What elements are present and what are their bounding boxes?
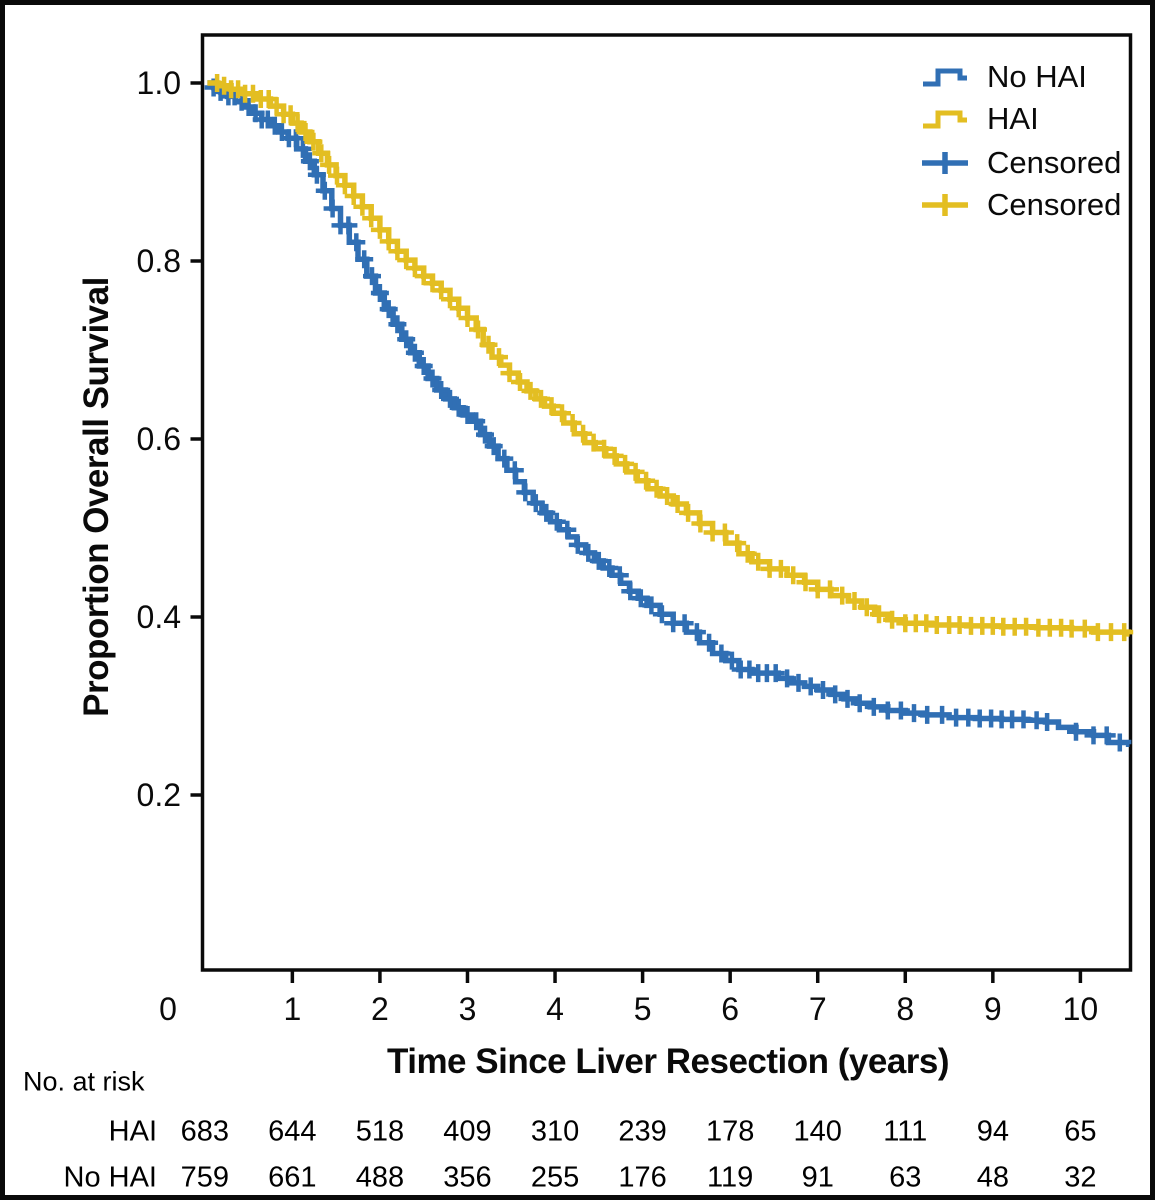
x-tick-label: 5 <box>633 991 652 1027</box>
y-tick-label: 0.4 <box>136 599 181 635</box>
x-tick-label: 3 <box>458 991 477 1027</box>
legend-label: HAI <box>987 101 1039 136</box>
y-tick-label: 0.2 <box>136 777 181 813</box>
legend-item-no-hai: No HAI <box>921 57 1087 97</box>
risk-count: 644 <box>268 1115 317 1148</box>
risk-count: 759 <box>180 1161 229 1194</box>
censor-marks-no-hai <box>204 78 1129 752</box>
risk-count: 94 <box>976 1115 1009 1148</box>
risk-count: 119 <box>707 1161 754 1194</box>
legend-item-hai: HAI <box>921 99 1039 139</box>
x-tick-label: 4 <box>546 991 564 1027</box>
legend-label: Censored <box>987 145 1122 180</box>
risk-count: 65 <box>1064 1115 1097 1148</box>
survival-plot-canvas <box>190 33 1134 983</box>
risk-count: 255 <box>530 1161 580 1194</box>
risk-count: 32 <box>1064 1161 1097 1194</box>
risk-count: 356 <box>443 1161 492 1194</box>
step-line-icon <box>923 110 967 129</box>
risk-count: 409 <box>443 1115 492 1148</box>
plus-mark-icon <box>922 194 968 216</box>
plus-mark-icon <box>922 152 968 174</box>
y-tick-label: 1.0 <box>136 65 181 101</box>
risk-count: 239 <box>618 1115 667 1148</box>
x-tick-label: 6 <box>721 991 740 1027</box>
legend-item-censored-hai: Censored <box>921 185 1121 225</box>
risk-count: 63 <box>889 1161 922 1194</box>
legend-label: No HAI <box>987 59 1087 94</box>
censor-marks-hai <box>208 74 1134 642</box>
risk-count: 140 <box>793 1115 842 1148</box>
risk-count: 111 <box>883 1115 928 1148</box>
risk-count: 176 <box>618 1161 667 1194</box>
legend-label: Censored <box>987 187 1122 222</box>
x-tick-label: 2 <box>371 991 389 1027</box>
risk-count: 178 <box>705 1115 755 1148</box>
x-tick-label: 9 <box>983 991 1002 1027</box>
x-tick-label: 1 <box>283 991 302 1027</box>
plot-frame <box>200 33 1133 972</box>
y-tick-label: 0.6 <box>136 421 181 457</box>
risk-count: 48 <box>976 1161 1009 1194</box>
x-axis-title: Time Since Liver Resection (years) <box>386 1042 950 1081</box>
risk-count: 683 <box>180 1115 229 1148</box>
risk-table-title: No. at risk <box>23 1066 145 1097</box>
risk-row-label-no-hai: No HAI <box>63 1161 157 1194</box>
risk-count: 91 <box>801 1161 834 1194</box>
risk-count: 518 <box>355 1115 405 1148</box>
legend-item-censored-no-hai: Censored <box>921 143 1121 183</box>
step-line-icon <box>923 68 967 87</box>
risk-count: 661 <box>268 1161 317 1194</box>
y-axis-title: Proportion Overall Survival <box>77 277 116 717</box>
y-tick-label: 0.8 <box>136 243 181 279</box>
risk-count: 488 <box>355 1161 405 1194</box>
x-tick-label: 10 <box>1062 991 1099 1027</box>
risk-count: 310 <box>530 1115 580 1148</box>
x-tick-label: 7 <box>808 991 827 1027</box>
x-tick-label: 0 <box>159 991 177 1027</box>
risk-row-label-hai: HAI <box>108 1115 157 1148</box>
x-tick-label: 8 <box>896 991 915 1027</box>
